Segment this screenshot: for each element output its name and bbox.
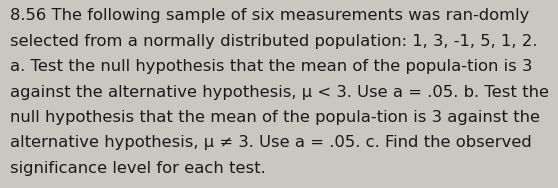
Text: selected from a normally distributed population: 1, 3, -1, 5, 1, 2.: selected from a normally distributed pop… <box>10 34 537 49</box>
Text: 8.56 The following sample of six measurements was ran-domly: 8.56 The following sample of six measure… <box>10 8 530 24</box>
Text: alternative hypothesis, μ ≠ 3. Use a = .05. c. Find the observed: alternative hypothesis, μ ≠ 3. Use a = .… <box>10 135 532 150</box>
Text: null hypothesis that the mean of the popula-tion is 3 against the: null hypothesis that the mean of the pop… <box>10 110 540 125</box>
Text: against the alternative hypothesis, μ < 3. Use a = .05. b. Test the: against the alternative hypothesis, μ < … <box>10 85 549 100</box>
Text: a. Test the null hypothesis that the mean of the popula-tion is 3: a. Test the null hypothesis that the mea… <box>10 59 532 74</box>
Text: significance level for each test.: significance level for each test. <box>10 161 266 176</box>
